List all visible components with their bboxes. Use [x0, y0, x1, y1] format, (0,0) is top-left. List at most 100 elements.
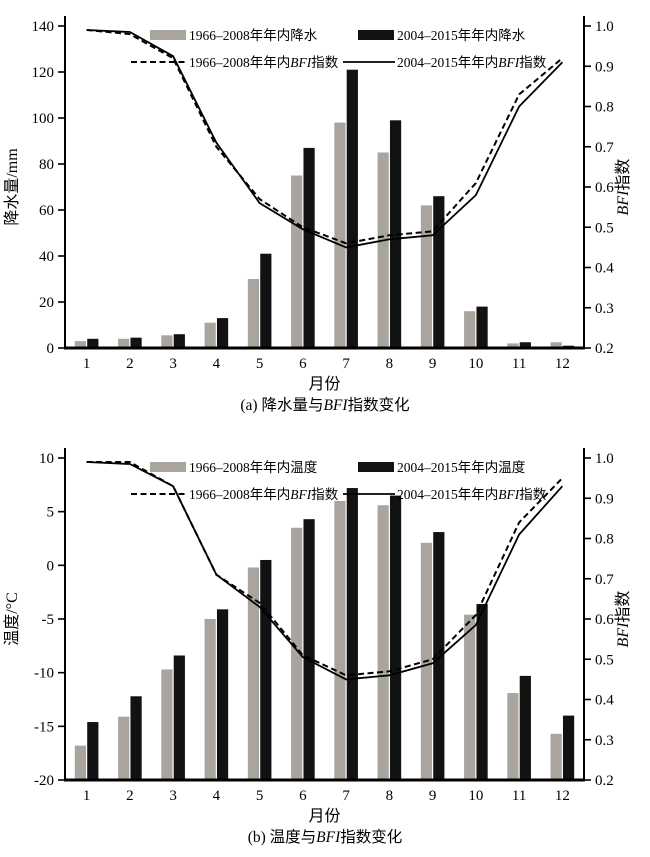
month-tick-label: 8	[386, 788, 394, 804]
left-tick-label: 120	[32, 65, 55, 81]
legend-label: 2004–2015年年内BFI指数	[397, 55, 547, 70]
temperature-bfi-chart: -20 -15 -10 -5 0 5 10 0.2 0.3 0.4 0.5 0.6 0.7 0.8 0.9 1…	[3, 448, 632, 846]
right-tick-label: 0.7	[595, 572, 614, 588]
bar	[377, 505, 389, 780]
month-tick-label: 3	[169, 788, 177, 804]
bar	[464, 311, 476, 348]
left-tick-label: 60	[39, 203, 54, 219]
right-tick-label: 0.8	[595, 100, 614, 116]
legend-label: 1966–2008年年内降水	[189, 28, 318, 43]
left-tick-label: 5	[47, 505, 55, 521]
legend-swatch-bar	[358, 30, 394, 40]
right-tick-label: 1.0	[595, 19, 614, 35]
left-tick-label: 40	[39, 249, 54, 265]
legend: 1966–2008年年内降水 2004–2015年年内降水 1966–2008年年内…	[131, 28, 547, 70]
left-tick-label: -20	[34, 773, 54, 789]
bar	[346, 488, 358, 780]
right-tick-label: 0.6	[595, 612, 614, 628]
legend-label: 2004–2015年年内温度	[397, 460, 525, 475]
right-tick-label: 0.2	[595, 773, 614, 789]
month-tick-label: 1	[83, 788, 91, 804]
bar	[260, 559, 272, 780]
month-tick-label: 4	[213, 788, 221, 804]
month-tick-label: 2	[126, 788, 134, 804]
bar	[118, 338, 130, 348]
left-tick-label: 0	[47, 341, 55, 357]
right-tick-label: 0.4	[595, 261, 614, 277]
legend-swatch-bar	[150, 30, 186, 40]
bar	[507, 343, 519, 348]
month-tick-label: 7	[342, 356, 350, 372]
bar	[377, 152, 389, 348]
month-tick-label: 7	[342, 788, 350, 804]
month-tick-label: 6	[299, 356, 307, 372]
right-axis: 0.2 0.3 0.4 0.5 0.6 0.7 0.8 0.9 1.0	[584, 451, 614, 789]
bar	[420, 205, 433, 348]
bar	[303, 519, 315, 780]
bar	[161, 669, 173, 780]
left-tick-label: -15	[34, 719, 54, 735]
right-axis-title: BFI指数	[614, 159, 632, 216]
bar	[519, 342, 531, 348]
right-tick-label: 1.0	[595, 451, 614, 467]
right-tick-label: 0.7	[595, 140, 614, 156]
month-tick-label: 9	[429, 788, 437, 804]
month-tick-label: 11	[512, 788, 526, 804]
month-tick-label: 6	[299, 788, 307, 804]
month-tick-label: 8	[386, 356, 394, 372]
right-axis-title: BFI指数	[614, 591, 632, 648]
bar	[118, 716, 130, 780]
bar	[247, 567, 260, 780]
right-tick-label: 0.5	[595, 220, 614, 236]
month-tick-label: 12	[555, 356, 570, 372]
bar	[173, 655, 185, 780]
precipitation-bfi-chart: 0204060801001201400.20.30.40.50.60.70.80…	[3, 16, 632, 414]
legend: 1966–2008年年内温度 2004–2015年年内温度 1966–2008年年内…	[131, 460, 547, 502]
legend-label: 2004–2015年年内BFI指数	[397, 487, 547, 502]
bar	[87, 722, 99, 780]
bar-series-1966-2008	[74, 500, 562, 780]
bar	[130, 337, 142, 348]
left-tick-label: 100	[32, 111, 55, 127]
month-tick-label: 2	[126, 356, 134, 372]
x-axis-title: 月份	[308, 807, 340, 825]
right-tick-label: 0.9	[595, 491, 614, 507]
left-axis: 0 20 40 60 80 100 120 140	[32, 19, 65, 357]
right-tick-label: 0.4	[595, 693, 614, 709]
month-tick-label: 12	[555, 788, 570, 804]
left-axis: -20 -15 -10 -5 0 5 10	[34, 451, 65, 789]
bfi-line-2004-2015	[86, 461, 564, 681]
month-tick-label: 4	[213, 356, 221, 372]
legend-label: 2004–2015年年内降水	[397, 28, 526, 43]
bar	[464, 614, 476, 780]
bar	[550, 342, 562, 348]
month-tick-label: 9	[429, 356, 437, 372]
bar	[291, 527, 303, 780]
left-tick-label: 80	[39, 157, 54, 173]
right-tick-label: 0.8	[595, 532, 614, 548]
bar	[74, 745, 87, 780]
bar	[216, 318, 229, 348]
bar	[433, 532, 445, 780]
bar	[562, 715, 575, 780]
axes	[64, 448, 585, 782]
left-tick-label: -10	[34, 666, 54, 682]
bar	[346, 69, 358, 348]
bar	[389, 495, 402, 780]
bar	[433, 196, 445, 348]
month-tick-label: 5	[256, 788, 264, 804]
left-axis-title: 降水量/mm	[3, 148, 21, 226]
bfi-line-2004-2015	[86, 29, 564, 249]
bar-series-1966-2008	[74, 122, 562, 348]
right-tick-label: 0.3	[595, 733, 614, 749]
bar	[247, 279, 260, 348]
month-tick-label: 10	[468, 356, 483, 372]
left-axis-title: 温度/°C	[3, 592, 21, 646]
legend-swatch-bar	[358, 462, 394, 472]
bar	[303, 147, 315, 348]
bar	[550, 733, 562, 780]
bfi-line-1966-2008	[86, 29, 564, 245]
bfi-line-1966-2008	[86, 461, 564, 677]
